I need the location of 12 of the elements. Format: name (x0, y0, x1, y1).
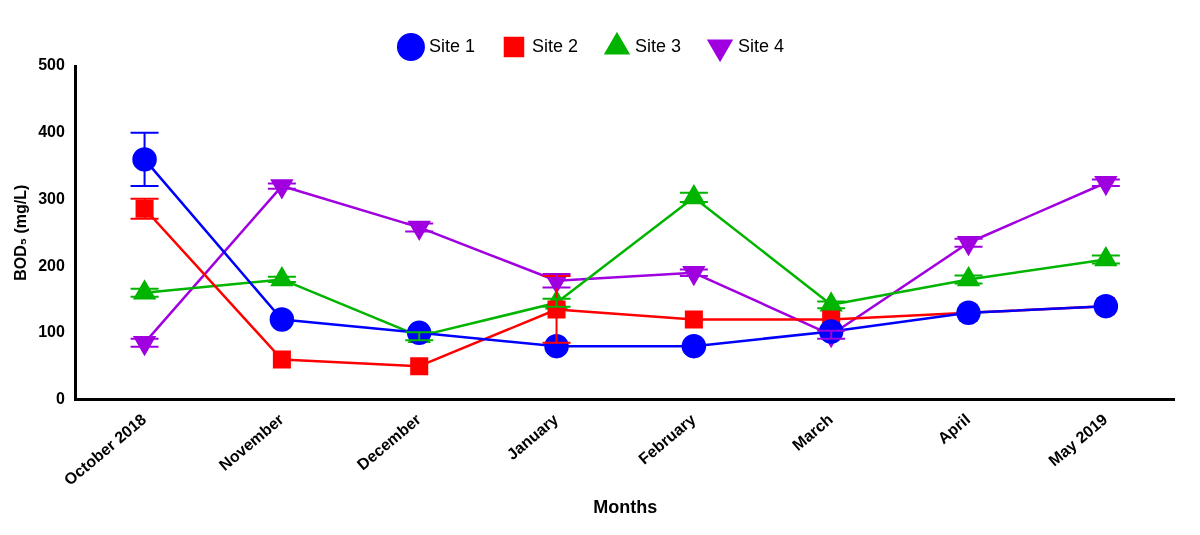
y-tick-label: 300 (38, 189, 65, 207)
y-tick-label: 100 (38, 323, 65, 341)
y-axis-title: BOD₅ (mg/L) (12, 184, 30, 281)
y-tick-label: 400 (38, 123, 65, 141)
y-tick-label: 500 (38, 56, 65, 74)
legend-label: Site 3 (635, 35, 682, 56)
legend-label: Site 1 (428, 35, 475, 56)
legend-label: Site 4 (738, 35, 785, 56)
x-axis-title: Months (593, 497, 658, 518)
y-tick-label: 200 (38, 256, 65, 274)
legend-label: Site 2 (531, 35, 578, 56)
y-tick-label: 0 (55, 389, 65, 407)
